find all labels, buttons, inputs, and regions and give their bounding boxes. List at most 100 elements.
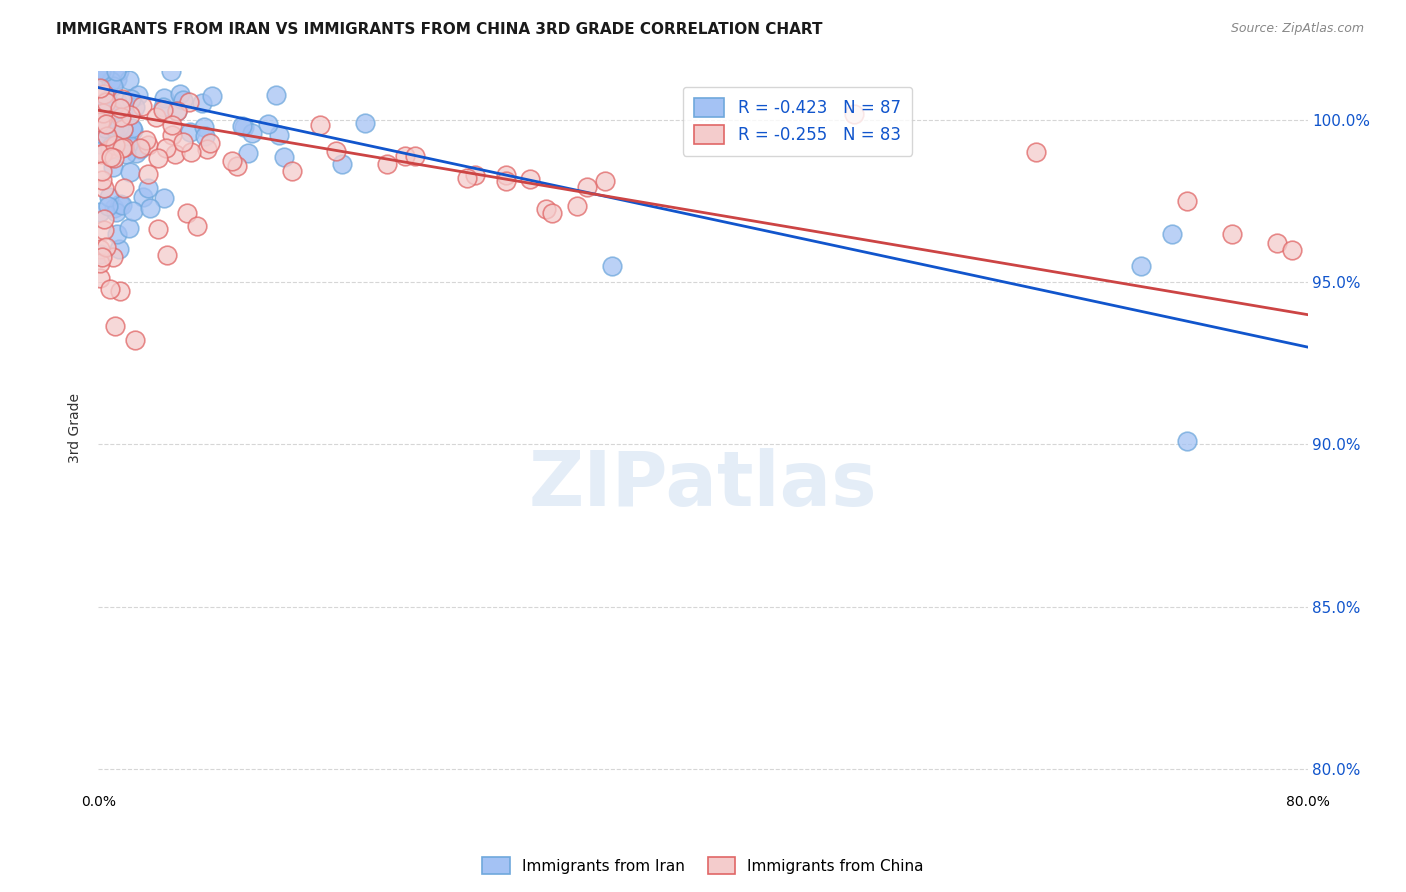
Point <box>330 157 353 171</box>
Point <box>91 112 114 127</box>
Point <box>96 129 118 144</box>
Point <box>103 151 125 165</box>
Point <box>104 107 127 121</box>
Point <box>90 64 112 78</box>
Point <box>186 219 208 234</box>
Point <box>104 138 127 153</box>
Point <box>236 146 259 161</box>
Point <box>128 142 150 156</box>
Point <box>129 141 152 155</box>
Point <box>100 139 122 153</box>
Point <box>131 99 153 113</box>
Point <box>105 94 128 108</box>
Point <box>567 199 589 213</box>
Legend: R = -0.423   N = 87, R = -0.255   N = 83: R = -0.423 N = 87, R = -0.255 N = 83 <box>683 87 912 156</box>
Point <box>576 179 599 194</box>
Point <box>104 204 127 219</box>
Point <box>104 64 127 78</box>
Text: 80.0%: 80.0% <box>1285 795 1330 809</box>
Point <box>111 93 134 107</box>
Point <box>325 144 347 158</box>
Point <box>1160 227 1182 241</box>
Point <box>90 173 112 187</box>
Point <box>90 163 112 178</box>
Point <box>91 127 114 141</box>
Point <box>100 150 122 164</box>
Point <box>97 93 120 107</box>
Point <box>120 92 142 106</box>
Point <box>122 123 145 137</box>
Point <box>105 112 128 126</box>
Point <box>104 127 127 141</box>
Point <box>153 91 176 105</box>
Text: Source: ZipAtlas.com: Source: ZipAtlas.com <box>1230 22 1364 36</box>
Point <box>96 93 118 107</box>
Point <box>127 88 149 103</box>
Point <box>124 100 146 114</box>
Point <box>456 170 478 185</box>
Point <box>118 221 141 235</box>
Point <box>595 174 617 188</box>
Point <box>1281 243 1303 257</box>
Point <box>94 64 117 78</box>
Point <box>135 133 157 147</box>
Point <box>169 87 191 101</box>
Point <box>111 141 134 155</box>
Y-axis label: 3rd Grade: 3rd Grade <box>69 393 83 463</box>
Point <box>200 88 222 103</box>
Point <box>89 136 111 151</box>
Point <box>844 106 866 120</box>
Point <box>1267 236 1289 251</box>
Point <box>139 201 162 215</box>
Point <box>146 151 169 165</box>
Point <box>100 106 122 120</box>
Point <box>495 174 517 188</box>
Point <box>96 95 118 110</box>
Point <box>166 103 188 118</box>
Legend: Immigrants from Iran, Immigrants from China: Immigrants from Iran, Immigrants from Ch… <box>477 851 929 880</box>
Point <box>91 105 114 120</box>
Point <box>91 146 114 161</box>
Point <box>89 205 111 219</box>
Point <box>132 189 155 203</box>
Point <box>111 122 134 136</box>
Point <box>89 242 111 256</box>
Point <box>93 87 115 101</box>
Point <box>195 142 218 156</box>
Text: IMMIGRANTS FROM IRAN VS IMMIGRANTS FROM CHINA 3RD GRADE CORRELATION CHART: IMMIGRANTS FROM IRAN VS IMMIGRANTS FROM … <box>56 22 823 37</box>
Point <box>495 168 517 182</box>
Point <box>93 223 115 237</box>
Point <box>89 80 111 95</box>
Point <box>110 198 132 212</box>
Point <box>90 68 112 82</box>
Point <box>94 94 117 108</box>
Point <box>103 201 125 215</box>
Point <box>91 251 114 265</box>
Point <box>103 120 125 134</box>
Point <box>221 153 243 168</box>
Point <box>96 117 118 131</box>
Point <box>191 95 214 110</box>
Point <box>89 115 111 129</box>
Point <box>464 168 486 182</box>
Point <box>93 65 115 79</box>
Point <box>541 206 564 220</box>
Point <box>112 103 135 117</box>
Point <box>108 196 131 211</box>
Point <box>233 120 256 134</box>
Point <box>101 250 124 264</box>
Point <box>121 121 143 136</box>
Point <box>89 69 111 83</box>
Point <box>93 121 115 136</box>
Point <box>148 222 170 236</box>
Point <box>404 149 426 163</box>
Point <box>172 93 194 107</box>
Point <box>93 181 115 195</box>
Point <box>104 121 127 136</box>
Point <box>117 136 139 151</box>
Point <box>89 247 111 261</box>
Text: 0.0%: 0.0% <box>82 795 115 809</box>
Point <box>1130 259 1153 273</box>
Point <box>107 64 129 78</box>
Point <box>162 128 184 143</box>
